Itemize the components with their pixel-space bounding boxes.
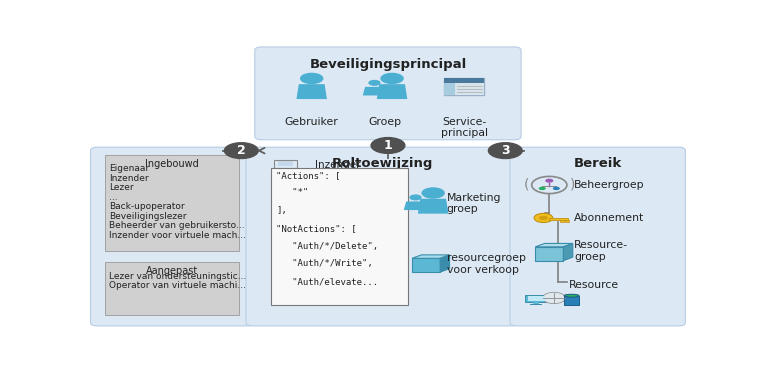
Text: Aangepast: Aangepast (146, 266, 198, 276)
Bar (412, 258, 440, 272)
Bar (534, 302, 540, 304)
Text: Lezer van ondersteuningstic...: Lezer van ondersteuningstic... (109, 272, 246, 281)
Text: Resource: Resource (569, 280, 619, 290)
Text: Beheergroep: Beheergroep (574, 180, 644, 190)
Text: Beheerder van gebruikersto...: Beheerder van gebruikersto... (109, 221, 245, 230)
Text: Ingebouwd: Ingebouwd (145, 159, 199, 169)
Circle shape (534, 214, 553, 222)
Circle shape (224, 142, 259, 159)
Text: Roltoewijzing: Roltoewijzing (332, 157, 433, 170)
FancyBboxPatch shape (510, 147, 685, 326)
Text: Beveiligingslezer: Beveiligingslezer (109, 212, 186, 221)
Text: Groep: Groep (369, 117, 402, 127)
Circle shape (545, 179, 553, 183)
Polygon shape (297, 84, 327, 99)
Bar (105, 262, 239, 315)
Text: Roldefinitie: Roldefinitie (129, 157, 216, 170)
Text: resourcegroep
voor verkoop: resourcegroep voor verkoop (447, 253, 525, 275)
Text: Lezer: Lezer (109, 183, 133, 192)
Circle shape (553, 187, 560, 190)
Polygon shape (412, 255, 450, 258)
Polygon shape (403, 201, 429, 210)
Text: Bereik: Bereik (574, 157, 621, 170)
Text: Operator van virtuele machi...: Operator van virtuele machi... (109, 281, 246, 290)
Ellipse shape (564, 294, 579, 297)
Bar (531, 304, 542, 305)
Polygon shape (440, 255, 450, 272)
Circle shape (380, 73, 403, 84)
Polygon shape (565, 220, 569, 222)
Text: (: ( (523, 178, 528, 192)
Text: Inzender: Inzender (109, 174, 148, 183)
Text: Gebruiker: Gebruiker (285, 117, 338, 127)
Bar (564, 296, 579, 305)
Polygon shape (563, 243, 573, 261)
Polygon shape (535, 243, 573, 247)
Text: 3: 3 (501, 144, 509, 157)
Text: Resource-
groep: Resource- groep (574, 240, 628, 262)
Text: ...: ... (109, 193, 117, 202)
Bar (525, 295, 547, 302)
Polygon shape (418, 199, 448, 214)
Circle shape (422, 187, 445, 199)
Bar (535, 247, 563, 261)
Text: Beveiligingsprincipal: Beveiligingsprincipal (310, 58, 466, 71)
Bar (278, 161, 293, 166)
Polygon shape (549, 218, 568, 220)
Bar (455, 83, 484, 95)
Bar (444, 78, 484, 83)
Text: Inzender voor virtuele mach...: Inzender voor virtuele mach... (109, 231, 246, 240)
FancyBboxPatch shape (246, 147, 519, 326)
Text: 1: 1 (384, 139, 392, 152)
Text: ): ) (570, 178, 575, 192)
Bar (273, 160, 297, 168)
Circle shape (410, 195, 422, 201)
Text: Service-
principal: Service- principal (441, 117, 488, 138)
Text: 2: 2 (237, 144, 246, 157)
Bar (105, 155, 239, 251)
Bar (444, 78, 484, 95)
FancyBboxPatch shape (91, 147, 254, 326)
Polygon shape (560, 220, 564, 222)
Text: "Auth/*/Delete",: "Auth/*/Delete", (276, 242, 378, 251)
Text: "Auth/elevate...: "Auth/elevate... (276, 277, 378, 286)
Bar (528, 296, 545, 301)
Text: Marketing
groep: Marketing groep (447, 193, 501, 214)
Circle shape (543, 293, 565, 303)
Text: "NotActions": [: "NotActions": [ (276, 224, 357, 233)
Circle shape (300, 73, 323, 84)
Circle shape (488, 142, 523, 159)
Circle shape (539, 216, 548, 220)
Text: "Actions": [: "Actions": [ (276, 171, 341, 180)
Polygon shape (363, 87, 388, 96)
Circle shape (369, 80, 381, 86)
Circle shape (539, 187, 546, 190)
Text: Back-upoperator: Back-upoperator (109, 202, 185, 211)
Polygon shape (377, 84, 407, 99)
Text: "*": "*" (276, 189, 309, 198)
Text: ],: ], (276, 206, 287, 215)
Text: "Auth/*/Write",: "Auth/*/Write", (276, 260, 373, 269)
Bar (271, 168, 409, 305)
Bar (444, 83, 455, 95)
Circle shape (370, 137, 406, 154)
Text: Eigenaar: Eigenaar (109, 164, 149, 173)
FancyBboxPatch shape (255, 47, 521, 140)
Text: Abonnement: Abonnement (574, 213, 644, 223)
Text: Inzender: Inzender (315, 160, 360, 170)
